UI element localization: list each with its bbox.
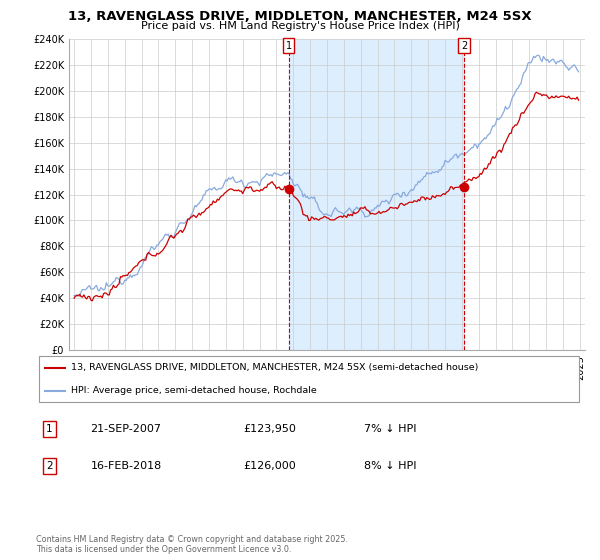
Text: £123,950: £123,950 — [244, 424, 296, 434]
Text: Price paid vs. HM Land Registry's House Price Index (HPI): Price paid vs. HM Land Registry's House … — [140, 21, 460, 31]
Bar — [289, 39, 464, 350]
Text: 2: 2 — [461, 41, 467, 51]
Text: 2: 2 — [46, 461, 52, 471]
Text: 7% ↓ HPI: 7% ↓ HPI — [364, 424, 416, 434]
Text: 16-FEB-2018: 16-FEB-2018 — [91, 461, 162, 471]
Text: £126,000: £126,000 — [244, 461, 296, 471]
Text: 1: 1 — [46, 424, 52, 434]
Text: 13, RAVENGLASS DRIVE, MIDDLETON, MANCHESTER, M24 5SX: 13, RAVENGLASS DRIVE, MIDDLETON, MANCHES… — [68, 10, 532, 22]
Text: 21-SEP-2007: 21-SEP-2007 — [91, 424, 161, 434]
Text: HPI: Average price, semi-detached house, Rochdale: HPI: Average price, semi-detached house,… — [71, 386, 317, 395]
FancyBboxPatch shape — [39, 357, 579, 402]
Text: 1: 1 — [286, 41, 292, 51]
Text: Contains HM Land Registry data © Crown copyright and database right 2025.
This d: Contains HM Land Registry data © Crown c… — [36, 535, 348, 554]
Text: 8% ↓ HPI: 8% ↓ HPI — [364, 461, 416, 471]
Text: 13, RAVENGLASS DRIVE, MIDDLETON, MANCHESTER, M24 5SX (semi-detached house): 13, RAVENGLASS DRIVE, MIDDLETON, MANCHES… — [71, 363, 479, 372]
